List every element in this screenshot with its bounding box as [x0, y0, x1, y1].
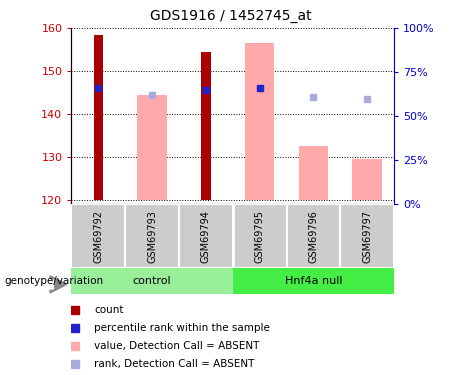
- Bar: [353, 159, 382, 200]
- Bar: [245, 43, 274, 200]
- Text: GSM69792: GSM69792: [93, 210, 103, 263]
- FancyArrow shape: [50, 276, 67, 293]
- Bar: [94, 34, 103, 200]
- Bar: [201, 52, 211, 200]
- Bar: [125, 204, 179, 268]
- Bar: [233, 268, 394, 294]
- Bar: [137, 95, 167, 200]
- Bar: [287, 204, 340, 268]
- Bar: [71, 204, 125, 268]
- Text: count: count: [94, 305, 124, 315]
- Text: percentile rank within the sample: percentile rank within the sample: [94, 323, 270, 333]
- Text: GSM69795: GSM69795: [254, 210, 265, 263]
- Text: value, Detection Call = ABSENT: value, Detection Call = ABSENT: [94, 341, 260, 351]
- Text: Hnf4a null: Hnf4a null: [285, 276, 342, 286]
- Text: genotype/variation: genotype/variation: [5, 276, 104, 286]
- Bar: [179, 204, 233, 268]
- Text: control: control: [133, 276, 171, 286]
- Text: GSM69793: GSM69793: [147, 210, 157, 263]
- Text: GSM69796: GSM69796: [308, 210, 319, 263]
- Bar: [340, 204, 394, 268]
- Text: rank, Detection Call = ABSENT: rank, Detection Call = ABSENT: [94, 359, 254, 369]
- Text: GDS1916 / 1452745_at: GDS1916 / 1452745_at: [150, 9, 311, 23]
- Bar: [233, 204, 287, 268]
- Bar: [299, 146, 328, 200]
- Bar: [71, 268, 233, 294]
- Text: GSM69797: GSM69797: [362, 210, 372, 263]
- Text: GSM69794: GSM69794: [201, 210, 211, 263]
